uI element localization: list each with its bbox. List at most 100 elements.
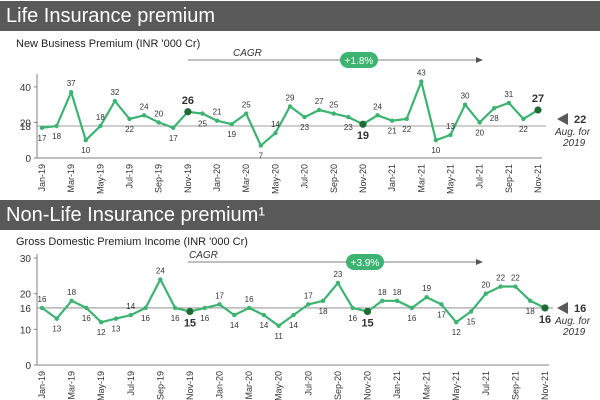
data-point: [84, 305, 89, 311]
cagr-annotation: CAGR +3.9%: [188, 250, 483, 270]
highlighted-data-point: [363, 307, 372, 316]
highlighted-data-label: 27: [532, 93, 544, 105]
x-tick-label: May-19: [95, 164, 105, 194]
data-label: 18: [319, 307, 328, 316]
cagr-arrowhead-icon: [476, 57, 483, 63]
data-point: [68, 90, 74, 95]
x-tick-label: Sep-19: [154, 164, 164, 193]
data-label: 18: [52, 132, 61, 141]
data-label: 16: [141, 314, 150, 323]
data-point: [217, 302, 222, 307]
data-point: [202, 305, 207, 311]
data-label: 13: [446, 122, 455, 131]
data-point: [409, 305, 415, 311]
data-point: [54, 316, 59, 321]
highlighted-data-point: [186, 307, 194, 316]
y-tick-label: 20: [20, 118, 32, 129]
cagr-annotation: CAGR +1.8%: [188, 48, 483, 68]
reference-tick-label: 16: [20, 304, 32, 315]
data-point: [454, 320, 459, 325]
data-point: [389, 118, 395, 123]
data-label: 19: [422, 284, 431, 293]
y-tick-label: 0: [25, 361, 31, 372]
data-label: 16: [38, 295, 47, 304]
data-point: [528, 298, 533, 303]
data-label: 20: [475, 128, 484, 137]
highlighted-data-point: [541, 304, 549, 312]
data-label: 12: [97, 328, 106, 337]
x-tick-label: Jan-19: [37, 371, 47, 399]
x-tick-label: Nov-19: [185, 371, 195, 400]
data-point: [98, 123, 103, 129]
data-label: 16: [348, 314, 357, 323]
data-point: [171, 125, 176, 130]
data-point: [506, 100, 512, 106]
x-tick-label: Sep-21: [510, 371, 520, 400]
data-point: [229, 122, 234, 127]
x-tick-label: Jul-19: [125, 164, 135, 189]
data-label: 24: [140, 102, 149, 111]
data-label: 18: [378, 288, 387, 297]
data-label: 25: [242, 101, 251, 110]
x-tick-label: Nov-20: [358, 164, 368, 193]
data-label: 10: [81, 146, 90, 155]
data-point: [158, 277, 163, 282]
data-label: 14: [126, 302, 135, 311]
highlighted-data-label: 15: [361, 318, 373, 330]
data-point: [69, 298, 74, 303]
data-point: [232, 312, 237, 318]
data-label: 24: [373, 102, 382, 111]
average-caption-line1: Aug. for: [554, 316, 591, 327]
highlighted-data-label: 19: [357, 130, 369, 142]
x-tick-label: Jan-19: [37, 164, 47, 192]
x-tick-label: May-19: [96, 371, 106, 400]
data-label: 12: [452, 328, 461, 337]
data-label: 23: [344, 123, 353, 132]
data-point: [214, 118, 220, 123]
data-point: [200, 111, 205, 116]
data-label: 14: [271, 120, 280, 129]
data-label: 25: [329, 101, 338, 110]
x-tick-label: Jan-20: [215, 371, 225, 399]
x-tick-label: Nov-20: [362, 371, 372, 400]
data-label: 16: [407, 314, 416, 323]
data-label: 17: [304, 291, 313, 300]
x-tick-label: Jul-21: [475, 164, 485, 189]
life-chart-subtitle: New Business Premium (INR '000 Cr): [16, 38, 201, 50]
data-label: 20: [154, 109, 163, 118]
x-tick-label: Sep-20: [333, 371, 343, 400]
data-label: 21: [213, 108, 222, 117]
data-point: [404, 116, 409, 122]
x-tick-label: Sep-20: [329, 164, 339, 193]
data-point: [350, 305, 355, 311]
data-label: 14: [230, 321, 239, 330]
life-section-title: Life Insurance premium: [0, 1, 600, 31]
cagr-badge: [346, 254, 384, 270]
data-label: 16: [200, 314, 209, 323]
data-label: 20: [481, 281, 490, 290]
data-point: [98, 320, 104, 325]
data-point: [54, 123, 59, 129]
data-label: 29: [286, 93, 295, 102]
data-point: [291, 312, 296, 318]
data-point: [498, 284, 503, 289]
cagr-value: +1.8%: [345, 56, 374, 67]
x-tick-label: Sep-19: [155, 371, 165, 400]
data-point: [141, 113, 147, 118]
data-point: [276, 323, 281, 328]
data-point: [127, 116, 132, 122]
data-point: [521, 116, 526, 122]
y-tick-label: 30: [20, 254, 32, 265]
x-tick-label: Nov-21: [540, 371, 550, 400]
average-annotation: 16 Aug. for 2019: [554, 302, 591, 338]
data-point: [39, 305, 45, 311]
data-point: [346, 114, 351, 120]
cagr-label: CAGR: [189, 250, 218, 261]
data-point: [513, 284, 518, 289]
highlighted-data-label: 26: [182, 95, 194, 107]
x-tick-label: Mar-19: [66, 164, 76, 193]
data-label: 17: [215, 291, 224, 300]
cagr-value: +3.9%: [351, 258, 380, 269]
x-tick-label: May-20: [274, 371, 284, 400]
data-point: [331, 111, 336, 116]
